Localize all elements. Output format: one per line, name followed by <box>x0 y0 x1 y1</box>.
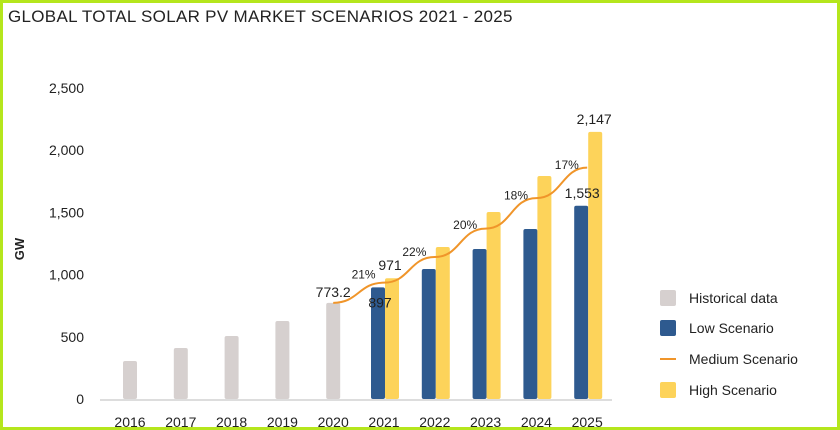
data-label: 1,553 <box>565 185 600 201</box>
x-tick-label: 2018 <box>216 414 247 430</box>
y-tick-label: 0 <box>76 391 84 407</box>
growth-label: 18% <box>504 188 528 202</box>
chart-title: GLOBAL TOTAL SOLAR PV MARKET SCENARIOS 2… <box>8 7 513 26</box>
legend-swatch <box>660 320 676 336</box>
bar-historical-data <box>326 302 341 399</box>
growth-label: 17% <box>555 158 579 172</box>
y-tick-label: 1,500 <box>49 204 84 220</box>
legend-label: Low Scenario <box>689 320 774 336</box>
y-tick-label: 1,000 <box>49 267 84 283</box>
x-tick-label: 2025 <box>572 414 603 430</box>
legend-label: Historical data <box>689 290 778 306</box>
bar-low-scenario <box>421 269 436 399</box>
legend-swatch <box>660 290 676 306</box>
y-tick-label: 2,000 <box>49 142 84 158</box>
x-tick-label: 2021 <box>368 414 399 430</box>
x-tick-label: 2023 <box>470 414 501 430</box>
bar-historical-data <box>173 347 188 399</box>
bar-historical-data <box>224 336 239 399</box>
x-tick-label: 2022 <box>419 414 450 430</box>
bar-high-scenario <box>435 246 450 399</box>
bar-high-scenario <box>486 212 501 399</box>
data-label: 897 <box>368 294 392 310</box>
bar-high-scenario <box>537 175 552 399</box>
data-label: 2,147 <box>577 111 612 127</box>
y-tick-label: 500 <box>61 329 85 345</box>
legend-swatch <box>660 382 676 398</box>
legend-label: High Scenario <box>689 382 777 398</box>
bar-historical-data <box>275 321 290 399</box>
x-tick-label: 2016 <box>114 414 145 430</box>
x-tick-label: 2024 <box>521 414 552 430</box>
growth-label: 22% <box>402 245 426 259</box>
x-tick-label: 2019 <box>267 414 298 430</box>
bar-low-scenario <box>472 248 487 399</box>
bar-high-scenario <box>385 278 399 399</box>
y-axis-label: GW <box>12 237 27 260</box>
y-tick-label: 2,500 <box>49 80 84 96</box>
data-label: 773.2 <box>316 284 351 300</box>
bar-low-scenario <box>574 205 589 399</box>
growth-label: 21% <box>352 268 376 282</box>
bar-high-scenario <box>588 131 603 399</box>
bar-historical-data <box>123 361 137 399</box>
bar-low-scenario <box>371 287 385 399</box>
x-tick-label: 2020 <box>318 414 349 430</box>
line-medium-scenario <box>333 166 588 304</box>
growth-label: 20% <box>453 218 477 232</box>
x-tick-label: 2017 <box>165 414 196 430</box>
bar-low-scenario <box>523 228 538 399</box>
data-label: 971 <box>378 257 402 273</box>
legend-label: Medium Scenario <box>689 351 798 367</box>
